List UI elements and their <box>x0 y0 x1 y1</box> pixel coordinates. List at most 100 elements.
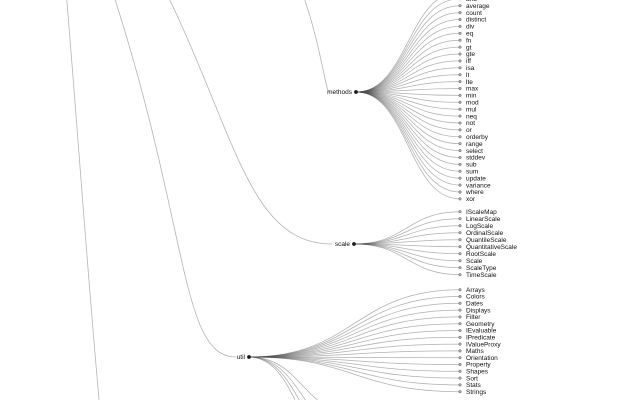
leaf-label-iff: iff <box>466 58 471 65</box>
leaf-dot-fn[interactable] <box>458 38 462 42</box>
label-layer: methodsaddandaveragecountdistinctdiveqfn… <box>237 0 518 396</box>
leaf-dot-min[interactable] <box>458 93 462 97</box>
edge-util-Sort <box>248 356 461 379</box>
leaf-dot-average[interactable] <box>458 4 462 8</box>
leaf-dot-LogScale[interactable] <box>458 224 462 228</box>
leaf-label-QuantileScale: QuantileScale <box>466 237 507 244</box>
tree-node-dot-scale[interactable] <box>352 242 356 246</box>
leaf-label-distinct: distinct <box>466 17 486 24</box>
edge-util-Colors <box>248 296 461 358</box>
leaf-dot-mod[interactable] <box>458 100 462 104</box>
leaf-dot-sum[interactable] <box>458 169 462 173</box>
leaf-dot-lt[interactable] <box>458 73 462 77</box>
leaf-label-Orientation: Orientation <box>466 355 498 362</box>
leaf-dot-mul[interactable] <box>458 107 462 111</box>
leaf-dot-QuantileScale[interactable] <box>458 238 462 242</box>
leaf-dot-Property[interactable] <box>458 362 462 367</box>
leaf-dot-IPredicate[interactable] <box>458 335 462 339</box>
leaf-dot-eq[interactable] <box>458 31 462 35</box>
leaf-label-isa: isa <box>466 65 475 72</box>
leaf-dot-or[interactable] <box>458 128 462 132</box>
leaf-label-min: min <box>466 93 477 100</box>
leaf-dot-max[interactable] <box>458 86 462 91</box>
leaf-dot-Filter[interactable] <box>458 315 462 319</box>
leaf-dot-IEvaluable[interactable] <box>458 328 462 333</box>
edge-methods-orderby <box>355 91 461 138</box>
leaf-dot-xor[interactable] <box>458 197 462 201</box>
leaf-label-where: where <box>465 189 484 196</box>
leaf-dot-Strings[interactable] <box>458 390 462 394</box>
leaf-label-or: or <box>466 127 473 134</box>
leaf-dot-sub[interactable] <box>458 162 462 166</box>
leaf-dot-variance[interactable] <box>458 183 462 187</box>
leaf-dot-neq[interactable] <box>458 114 462 118</box>
edge-scale-TimeScale <box>353 243 461 276</box>
edge-methods-stddev <box>355 91 461 158</box>
leaf-dot-ScaleType[interactable] <box>458 266 462 270</box>
leaf-dot-QuantitativeScale[interactable] <box>458 245 462 249</box>
leaf-label-mod: mod <box>466 100 479 107</box>
edge-util-offscreen-2 <box>248 356 300 400</box>
leaf-dot-OrdinalScale[interactable] <box>458 231 462 235</box>
leaf-label-LogScale: LogScale <box>466 223 493 230</box>
edge-methods-distinct <box>355 19 461 93</box>
leaf-dot-LinearScale[interactable] <box>458 217 462 221</box>
leaf-dot-Orientation[interactable] <box>458 356 462 360</box>
edge-util-Maths <box>248 350 461 358</box>
leaf-dot-where[interactable] <box>458 190 462 194</box>
tree-node-dot-methods[interactable] <box>354 90 358 94</box>
leaf-dot-Stats[interactable] <box>458 383 462 387</box>
leaf-label-IEvaluable: IEvaluable <box>466 328 497 335</box>
leaf-dot-TimeScale[interactable] <box>458 273 462 277</box>
leaf-dot-Geometry[interactable] <box>458 322 462 326</box>
edge-methods-and <box>355 0 454 93</box>
leaf-label-Scale: Scale <box>466 258 483 265</box>
leaf-dot-Colors[interactable] <box>458 294 462 299</box>
leaf-dot-distinct[interactable] <box>458 17 462 22</box>
leaf-label-Property: Property <box>466 362 491 369</box>
edge-methods-gte <box>355 53 461 93</box>
edge-methods-where <box>355 91 461 193</box>
leaf-label-average: average <box>466 3 490 10</box>
leaf-dot-gt[interactable] <box>458 45 462 49</box>
leaf-label-Arrays: Arrays <box>466 287 486 294</box>
leaf-dot-iff[interactable] <box>458 59 462 63</box>
leaf-dot-count[interactable] <box>458 11 462 15</box>
edge-methods-isa <box>355 67 461 93</box>
edge-methods-div <box>355 26 461 93</box>
tree-node-label-util: util <box>237 354 246 361</box>
leaf-dot-isa[interactable] <box>458 66 462 70</box>
leaf-label-Dates: Dates <box>466 301 484 308</box>
leaf-dot-Maths[interactable] <box>458 349 462 353</box>
leaf-dot-not[interactable] <box>458 121 462 125</box>
leaf-dot-stddev[interactable] <box>458 155 462 160</box>
leaf-label-gte: gte <box>466 51 475 58</box>
leaf-dot-RootScale[interactable] <box>458 252 462 256</box>
leaf-dot-div[interactable] <box>458 24 462 28</box>
leaf-dot-Dates[interactable] <box>458 301 462 305</box>
leaf-label-sub: sub <box>466 162 477 169</box>
leaf-dot-Arrays[interactable] <box>458 288 462 292</box>
leaf-dot-IScaleMap[interactable] <box>458 210 462 214</box>
leaf-label-Strings: Strings <box>466 389 487 396</box>
leaf-dot-range[interactable] <box>458 142 462 146</box>
leaf-dot-orderby[interactable] <box>458 135 462 139</box>
leaf-label-TimeScale: TimeScale <box>466 272 497 279</box>
edge-util-Stats <box>248 356 461 386</box>
leaf-dot-lte[interactable] <box>458 80 462 84</box>
leaf-dot-Shapes[interactable] <box>458 369 462 373</box>
leaf-dot-gte[interactable] <box>458 52 462 56</box>
leaf-label-sum: sum <box>466 169 478 176</box>
leaf-dot-update[interactable] <box>458 176 462 180</box>
leaf-dot-IValueProxy[interactable] <box>458 342 462 346</box>
leaf-label-mul: mul <box>466 106 477 113</box>
leaf-dot-Sort[interactable] <box>458 376 462 380</box>
leaf-label-RootScale: RootScale <box>466 251 496 258</box>
edge-util-offscreen-0 <box>248 356 319 400</box>
edge-scale-RootScale <box>353 243 461 255</box>
leaf-dot-Displays[interactable] <box>458 308 462 312</box>
leaf-label-Shapes: Shapes <box>466 369 489 376</box>
tree-node-dot-util[interactable] <box>247 355 251 359</box>
leaf-dot-Scale[interactable] <box>458 259 462 263</box>
leaf-dot-select[interactable] <box>458 149 462 153</box>
